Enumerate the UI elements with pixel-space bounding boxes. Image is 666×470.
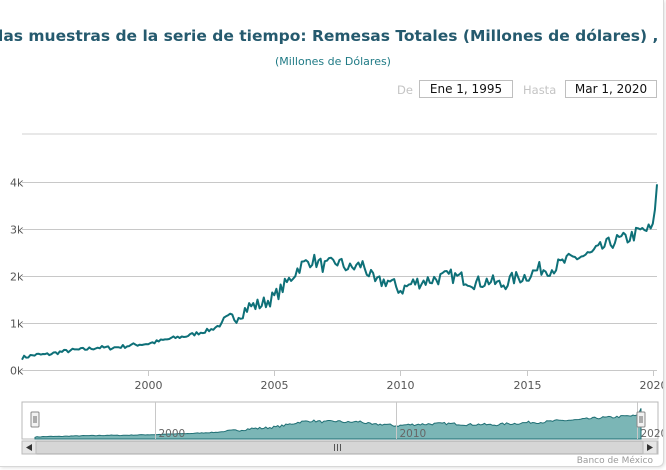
y-tick-label: 4k: [10, 177, 24, 190]
range-from-input[interactable]: Ene 1, 1995: [419, 80, 513, 98]
chart-subtitle: (Millones de Dólares): [275, 55, 391, 68]
scroll-right-button[interactable]: [642, 440, 658, 455]
chart-title: las muestras de la serie de tiempo: Reme…: [0, 27, 663, 45]
series-line: [21, 184, 658, 361]
navigator-tick-label: 2010: [400, 428, 427, 440]
scroll-left-button[interactable]: [21, 440, 37, 455]
credits-label: Banco de México: [576, 456, 653, 466]
y-tick-label: 2k: [10, 271, 24, 284]
navigator-handle-left[interactable]: [30, 411, 40, 428]
handle-body: [30, 411, 40, 428]
x-tick-label: 2010: [387, 379, 415, 392]
y-tick-label: 3k: [10, 224, 24, 237]
navigator-handle-right[interactable]: [636, 411, 646, 428]
scrollbar-thumb[interactable]: [35, 440, 644, 455]
range-to-label: Hasta: [523, 83, 557, 97]
range-to-input[interactable]: Mar 1, 2020: [565, 80, 657, 98]
y-tick-label: 0k: [10, 365, 24, 378]
arrow-right-icon: [647, 444, 653, 451]
navigator-tick-label: 2020: [641, 428, 665, 440]
range-from-label: De: [397, 83, 413, 97]
x-tick-label: 2000: [135, 379, 163, 392]
y-tick-label: 1k: [10, 318, 24, 331]
navigator-area: [34, 408, 642, 440]
x-tick-label: 2020: [640, 379, 665, 392]
x-tick-label: 2015: [514, 379, 542, 392]
arrow-left-icon: [26, 444, 32, 451]
handle-body: [636, 411, 646, 428]
x-tick-label: 2005: [261, 379, 289, 392]
navigator-tick-label: 2000: [159, 428, 186, 440]
